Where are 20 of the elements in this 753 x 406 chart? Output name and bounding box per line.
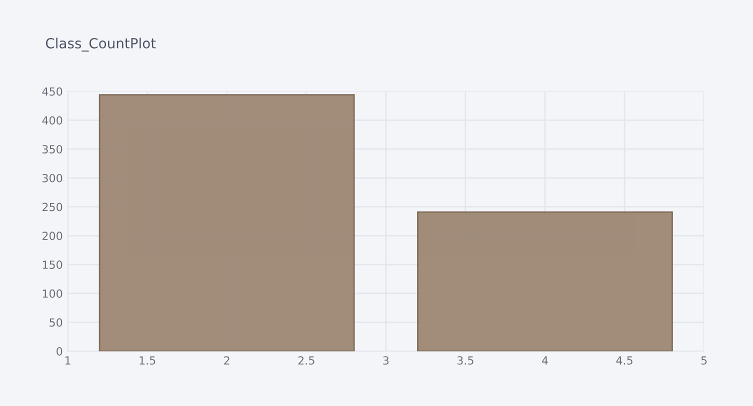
y-tick-label: 150: [42, 260, 62, 269]
y-tick-label: 0: [56, 347, 62, 356]
y-tick-label: 400: [42, 116, 62, 125]
x-tick-label: 4.5: [616, 356, 632, 365]
x-tick-label: 1: [65, 356, 70, 364]
y-tick-label: 450: [42, 87, 62, 96]
y-tick-label: 50: [50, 318, 62, 327]
y-tick-label: 200: [42, 232, 62, 240]
y-tick-label: 250: [42, 202, 62, 212]
x-tick-label: 3.5: [457, 356, 474, 365]
x-tick-label: 2: [224, 356, 230, 364]
x-tick-label: 4: [542, 356, 548, 364]
y-tick-label: 300: [42, 174, 62, 182]
y-tick-label: 350: [42, 145, 62, 154]
x-tick-label: 2.5: [298, 356, 314, 365]
x-tick-label: 1.5: [140, 356, 156, 365]
chart-title: Class_CountPlot: [46, 38, 156, 52]
y-tick-label: 100: [42, 289, 62, 298]
x-tick-label: 3: [383, 356, 389, 365]
x-tick-label: 5: [701, 356, 707, 365]
